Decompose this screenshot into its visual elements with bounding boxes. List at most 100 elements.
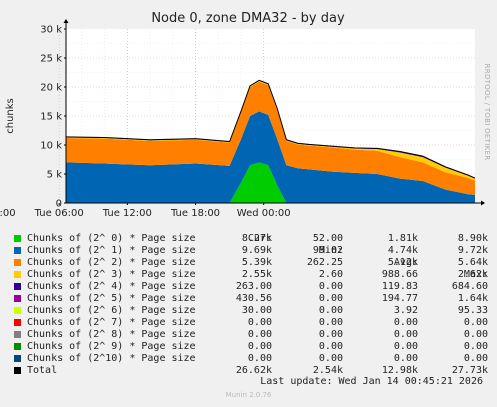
legend-avg: 988.66 <box>381 269 418 280</box>
header-avg: Avg: <box>393 257 418 268</box>
legend-row: Total 26.62k 2.54k 12.98k 27.73k <box>12 365 488 377</box>
legend-row: Chunks of (2^ 2) * Page size 5.39k 262.25 5… <box>12 257 488 269</box>
legend-swatch <box>14 235 21 242</box>
legend-label: Total <box>27 365 58 376</box>
legend-row: Chunks of (2^ 0) * Page size 8.27k 52.00 1.… <box>12 233 488 245</box>
legend-max: 27.73k <box>451 365 488 376</box>
legend-label: Chunks of (2^ 4) * Page size <box>27 281 196 292</box>
total-line-group <box>65 79 476 179</box>
legend-swatch <box>14 295 21 302</box>
y-tick-label: 10 k <box>40 141 62 152</box>
legend-swatch <box>14 259 21 266</box>
legend-max: 8.90k <box>457 233 488 244</box>
legend-min: 52.00 <box>312 233 343 244</box>
legend-cur: 26.62k <box>235 365 272 376</box>
legend-avg: 194.77 <box>381 293 418 304</box>
legend-cur: 430.56 <box>235 293 272 304</box>
area-series-0 <box>66 162 475 203</box>
legend-row: Chunks of (2^ 4) * Page size 263.00 0.00 11… <box>12 281 488 293</box>
legend-max: 0.00 <box>463 341 488 352</box>
legend-swatch <box>14 283 21 290</box>
legend-swatch <box>14 367 21 374</box>
legend-min: 0.00 <box>318 281 343 292</box>
legend-avg: 0.00 <box>393 329 418 340</box>
legend-cur: 0.00 <box>247 329 272 340</box>
legend-label: Chunks of (2^ 8) * Page size <box>27 329 196 340</box>
legend-avg: 4.74k <box>387 245 418 256</box>
x-tick-label: Tue 18:00 <box>170 208 220 219</box>
legend-min: 0.00 <box>318 341 343 352</box>
legend-max: 0.00 <box>463 329 488 340</box>
y-tick-label: 30 k <box>40 25 62 36</box>
legend-max: 684.60 <box>451 281 488 292</box>
stacked-areas <box>66 80 475 203</box>
y-tick-label: 15 k <box>40 112 62 123</box>
x-tick-label: Tue 06:00 <box>34 208 84 219</box>
legend-min: 0.00 <box>318 305 343 316</box>
y-ticks: 05 k10 k15 k20 k25 k30 k <box>40 25 66 210</box>
legend-row: Chunks of (2^10) * Page size 0.00 0.00 0.00… <box>12 353 488 365</box>
legend-cur: 9.69k <box>241 245 272 256</box>
legend-avg: 0.00 <box>393 341 418 352</box>
legend-cur: 263.00 <box>235 281 272 292</box>
legend-rows: Chunks of (2^ 0) * Page size 8.27k 52.00 1.… <box>12 233 488 377</box>
y-tick-label: 5 k <box>47 170 63 181</box>
legend-cur: 0.00 <box>247 353 272 364</box>
legend-max: 9.72k <box>457 245 488 256</box>
legend-row: Chunks of (2^ 8) * Page size 0.00 0.00 0.00… <box>12 329 488 341</box>
legend-label: Chunks of (2^ 1) * Page size <box>27 245 196 256</box>
legend-row: Chunks of (2^ 9) * Page size 0.00 0.00 0.00… <box>12 341 488 353</box>
legend-cur: 0.00 <box>247 317 272 328</box>
legend-cur: 8.27k <box>241 233 272 244</box>
legend-cur: 30.00 <box>241 305 272 316</box>
legend-swatch <box>14 343 21 350</box>
legend-label: Chunks of (2^ 5) * Page size <box>27 293 196 304</box>
header-max: Max: <box>463 269 488 280</box>
legend-avg: 5.12k <box>387 257 418 268</box>
legend-max: 0.00 <box>463 317 488 328</box>
legend-row: Chunks of (2^ 3) * Page size 2.55k 2.60 988… <box>12 269 488 281</box>
legend-avg: 3.92 <box>393 305 418 316</box>
legend-label: Chunks of (2^ 6) * Page size <box>27 305 196 316</box>
chart-title: Node 0, zone DMA32 - by day <box>151 11 345 26</box>
rrdtool-credit: RRDTOOL / TOBI OETIKER <box>483 64 491 161</box>
legend-min: 2.60 <box>318 269 343 280</box>
legend-max: 95.33 <box>457 305 488 316</box>
legend-max: 1.64k <box>457 293 488 304</box>
legend-swatch <box>14 247 21 254</box>
legend-cur: 2.55k <box>241 269 272 280</box>
legend-label: Chunks of (2^ 3) * Page size <box>27 269 196 280</box>
x-axis-arrow <box>481 200 485 206</box>
legend-cur: 0.00 <box>247 341 272 352</box>
legend-label: Chunks of (2^ 0) * Page size <box>27 233 196 244</box>
header-cur: Cur: <box>247 233 272 244</box>
x-tick-label: Wed 00:00 <box>237 208 291 219</box>
x-tick-label: Tue 00:00 <box>0 208 16 219</box>
area-series-1 <box>66 111 475 203</box>
legend-swatch <box>14 307 21 314</box>
y-tick-label: 25 k <box>40 54 62 65</box>
y-axis-label: chunks <box>5 98 16 134</box>
legend-label: Chunks of (2^ 7) * Page size <box>27 317 196 328</box>
legend-row: Chunks of (2^ 6) * Page size 30.00 0.00 3.9… <box>12 305 488 317</box>
y-tick-label: 20 k <box>40 83 62 94</box>
legend-max: 2.62k <box>457 269 488 280</box>
total-line <box>65 79 476 179</box>
legend-min: 0.00 <box>318 329 343 340</box>
legend-label: Chunks of (2^ 2) * Page size <box>27 257 196 268</box>
legend-avg: 0.00 <box>393 317 418 328</box>
legend-swatch <box>14 271 21 278</box>
legend-avg: 0.00 <box>393 353 418 364</box>
legend: Cur: Min: Avg: Max: Chunks of (2^ 0) * P… <box>12 221 488 377</box>
legend-min: 2.54k <box>312 365 343 376</box>
legend-min: 99.02 <box>312 245 343 256</box>
legend-max: 5.64k <box>457 257 488 268</box>
legend-label: Chunks of (2^10) * Page size <box>27 353 196 364</box>
legend-max: 0.00 <box>463 353 488 364</box>
last-update: Last update: Wed Jan 14 00:45:21 2026 <box>260 376 483 387</box>
axes <box>63 19 485 206</box>
header-min: Min: <box>318 245 343 256</box>
legend-swatch <box>14 319 21 326</box>
